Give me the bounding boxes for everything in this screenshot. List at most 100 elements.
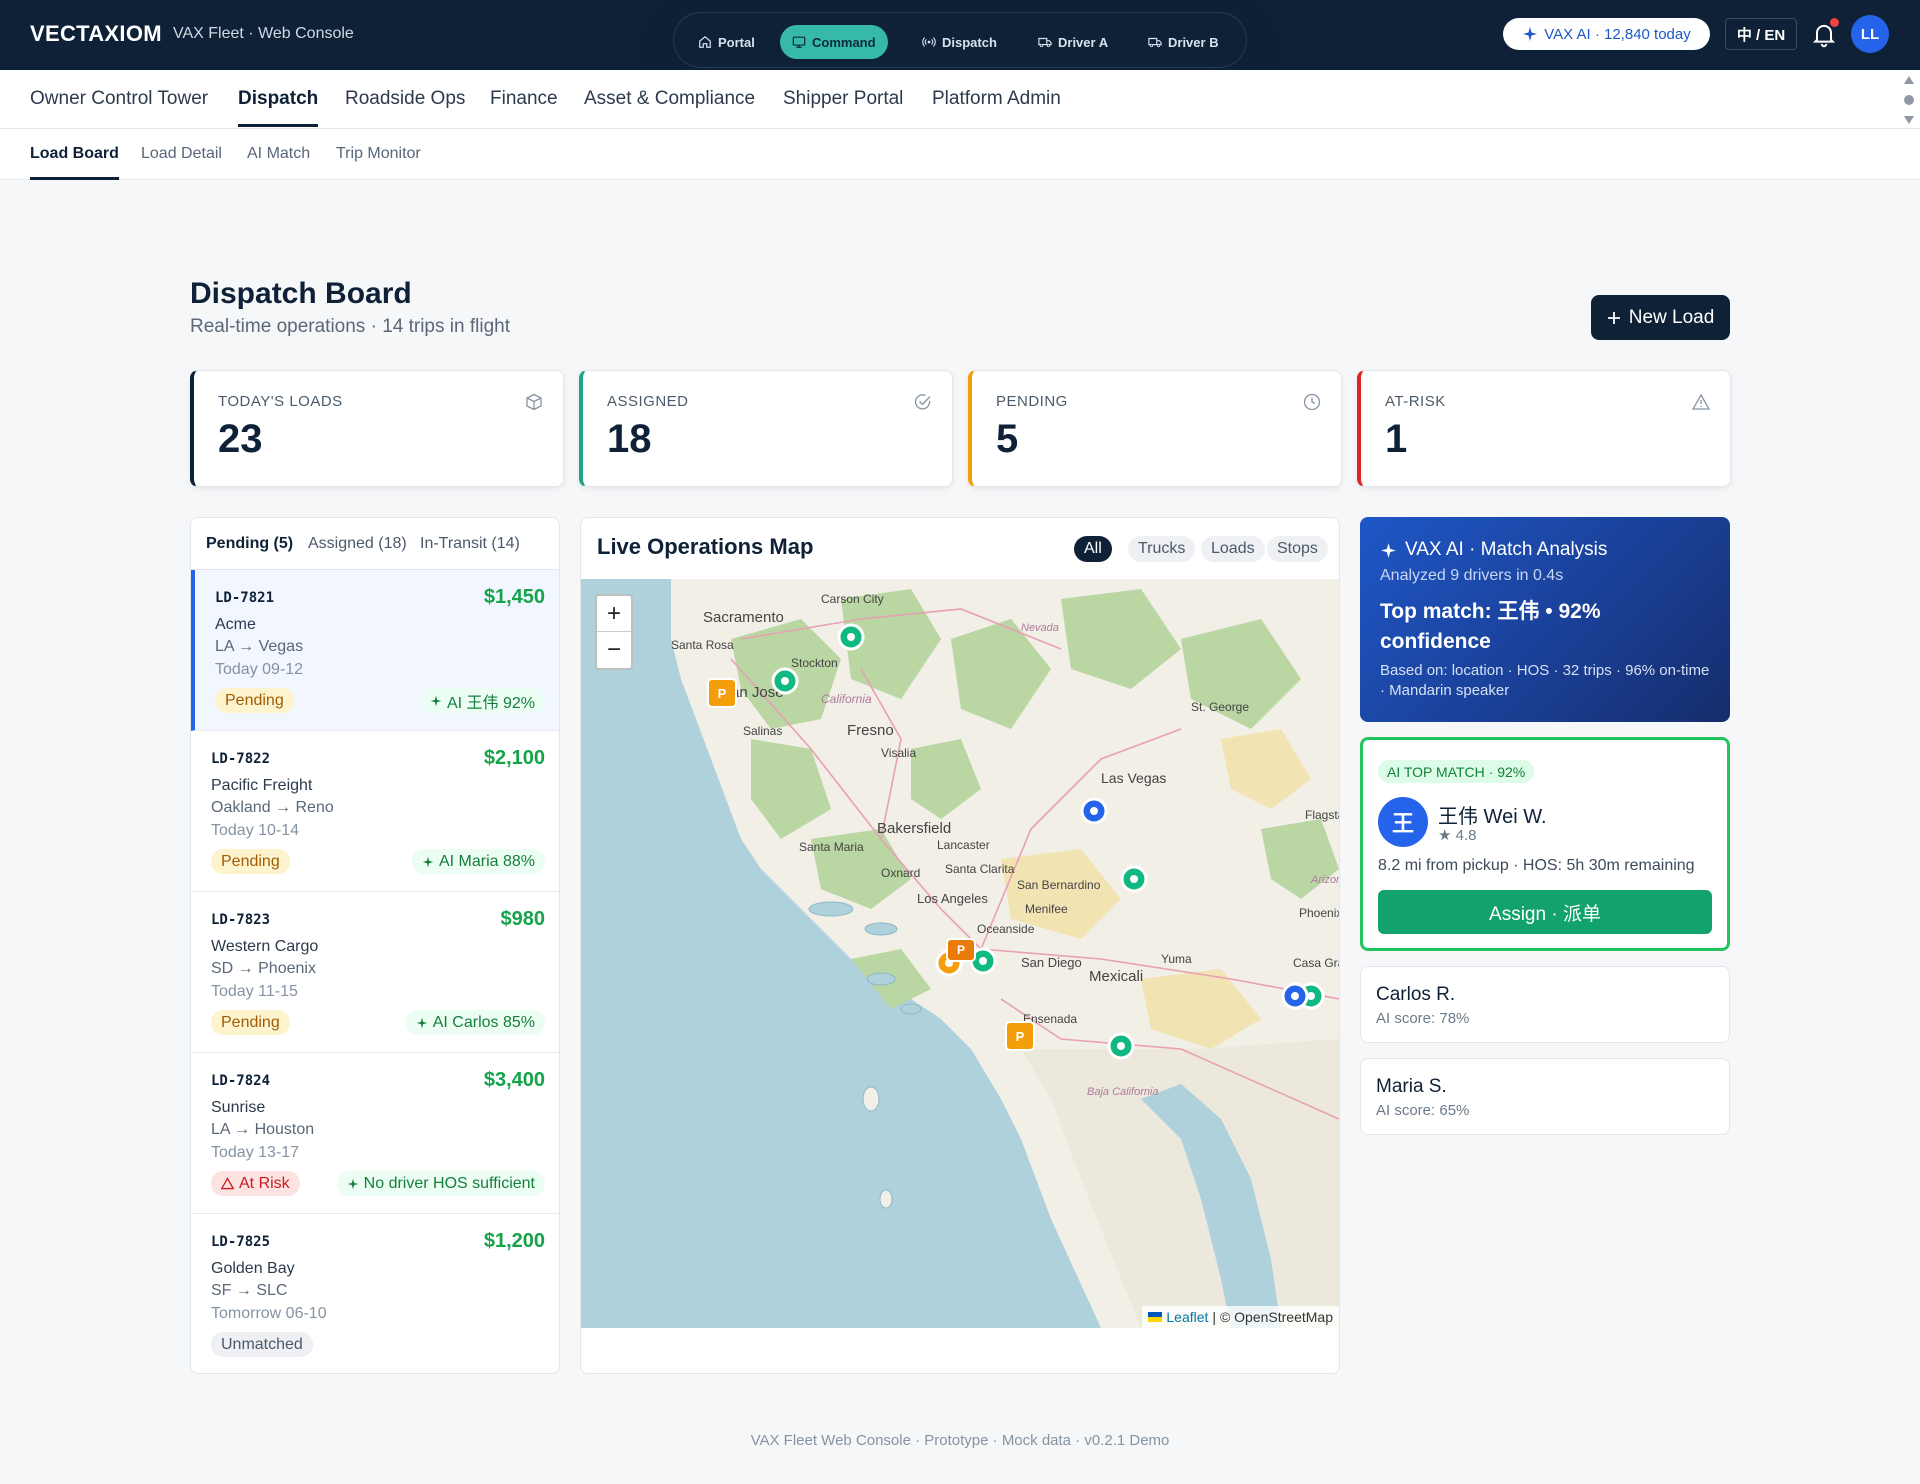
load-tabs: Pending (5) Assigned (18) In-Transit (14… <box>191 518 559 570</box>
subnav-load-detail[interactable]: Load Detail <box>141 145 222 162</box>
new-load-button[interactable]: New Load <box>1591 295 1730 340</box>
sparkle-icon <box>430 695 442 706</box>
ai-match-tag: AI Carlos 85% <box>405 1010 545 1035</box>
assign-button[interactable]: Assign · 派单 <box>1378 890 1712 934</box>
page-subtitle: Real-time operations · 14 trips in fligh… <box>190 316 510 337</box>
mode-portal[interactable]: Portal <box>686 25 767 59</box>
load-card[interactable]: LD-7824 $3,400 Sunrise LA → Houston Toda… <box>191 1053 559 1214</box>
pickup-marker[interactable]: P <box>946 938 976 962</box>
ai-usage-pill[interactable]: VAX AI · 12,840 today <box>1503 18 1710 50</box>
warning-icon <box>1692 393 1710 410</box>
filter-stops[interactable]: Stops <box>1267 536 1328 562</box>
alternate-driver-name: Carlos R. <box>1376 984 1456 1005</box>
map-label: Flagstaff <box>1305 808 1339 822</box>
nav-roadside-ops[interactable]: Roadside Ops <box>345 88 466 109</box>
map-label: Mexicali <box>1089 968 1143 985</box>
tab-assigned[interactable]: Assigned (18) <box>308 535 407 552</box>
ai-panel-header: VAX AI · Match Analysis <box>1380 539 1607 561</box>
map-canvas[interactable]: Sacramento Carson City Santa Rosa San Jo… <box>581 579 1339 1328</box>
map-label: Sacramento <box>703 609 784 626</box>
stat-label: ASSIGNED <box>607 393 689 410</box>
load-card[interactable]: LD-7823 $980 Western Cargo SD → Phoenix … <box>191 892 559 1053</box>
pickup-marker[interactable]: P <box>1005 1021 1035 1051</box>
filter-all[interactable]: All <box>1074 536 1112 562</box>
alternate-driver-card[interactable]: Maria S. AI score: 65% <box>1360 1058 1730 1135</box>
brand-logo[interactable]: VECTAXIOM <box>30 21 162 46</box>
nav-shipper-portal[interactable]: Shipper Portal <box>783 88 904 109</box>
top-match-card: AI TOP MATCH · 92% 王 王伟 Wei W. ★ 4.8 8.2… <box>1360 737 1730 951</box>
leaflet-link[interactable]: Leaflet <box>1166 1309 1209 1325</box>
truck-marker[interactable] <box>837 623 865 651</box>
map-label: Santa Maria <box>799 840 864 854</box>
nav-platform-admin[interactable]: Platform Admin <box>932 88 1061 109</box>
page-title: Dispatch Board <box>190 277 412 310</box>
map-label: Stockton <box>791 656 838 670</box>
driver-name: 王伟 Wei W. <box>1438 806 1547 828</box>
zoom-out-button[interactable]: − <box>606 636 621 663</box>
stat-value: 1 <box>1385 417 1408 461</box>
nav-dispatch[interactable]: Dispatch <box>238 88 319 127</box>
map-label: Carson City <box>821 592 884 606</box>
truck-marker[interactable] <box>1107 1032 1135 1060</box>
mode-driver-b[interactable]: Driver B <box>1136 25 1231 59</box>
load-marker[interactable] <box>1281 982 1309 1010</box>
map-label: Nevada <box>1021 622 1059 634</box>
status-badge: Unmatched <box>211 1332 313 1357</box>
map-label: Los Angeles <box>917 891 988 906</box>
language-toggle[interactable]: 中 / EN <box>1725 18 1797 50</box>
warning-icon <box>221 1177 234 1190</box>
alternate-driver-card[interactable]: Carlos R. AI score: 78% <box>1360 966 1730 1043</box>
load-card[interactable]: LD-7825 $1,200 Golden Bay SF → SLC Tomor… <box>191 1214 559 1373</box>
nav-finance[interactable]: Finance <box>490 88 558 109</box>
subnav-trip-monitor[interactable]: Trip Monitor <box>336 145 421 162</box>
load-shipper: Pacific Freight <box>211 777 313 794</box>
load-price: $980 <box>500 908 546 930</box>
status-badge: Pending <box>215 688 294 713</box>
map-label: San Bernardino <box>1017 878 1101 892</box>
mode-command[interactable]: Command <box>780 25 888 59</box>
filter-loads[interactable]: Loads <box>1201 536 1265 562</box>
radio-icon <box>922 37 936 47</box>
nav-asset-compliance[interactable]: Asset & Compliance <box>584 88 756 109</box>
map-label: Santa Rosa <box>671 638 734 652</box>
bell-icon[interactable] <box>1810 20 1838 48</box>
user-avatar[interactable]: LL <box>1851 15 1889 53</box>
tab-pending[interactable]: Pending (5) <box>206 535 294 552</box>
stat-todays-loads: TODAY'S LOADS 23 <box>190 370 564 487</box>
mode-dispatch[interactable]: Dispatch <box>910 25 1009 59</box>
map-label: Oxnard <box>881 866 920 880</box>
nav-owner-control-tower[interactable]: Owner Control Tower <box>30 88 209 109</box>
subnav-load-board[interactable]: Load Board <box>30 145 119 180</box>
truck-marker[interactable] <box>771 667 799 695</box>
zoom-in-button[interactable]: + <box>597 596 631 632</box>
map-label: St. George <box>1191 700 1249 714</box>
tab-in-transit[interactable]: In-Transit (14) <box>420 535 520 552</box>
load-card[interactable]: LD-7822 $2,100 Pacific Freight Oakland →… <box>191 731 559 892</box>
ai-top-match-text: Top match: 王伟 • 92% confidence <box>1380 600 1601 653</box>
load-route: SF → SLC <box>211 1282 288 1299</box>
load-marker[interactable] <box>1080 797 1108 825</box>
subnav-ai-match[interactable]: AI Match <box>247 145 311 162</box>
load-shipper: Acme <box>215 616 256 633</box>
ai-panel-title: VAX AI · Match Analysis <box>1405 539 1608 560</box>
load-card[interactable]: LD-7821 $1,450 Acme LA → Vegas Today 09-… <box>191 570 559 731</box>
load-id: LD-7825 <box>211 1234 271 1250</box>
filter-trucks[interactable]: Trucks <box>1128 536 1196 562</box>
map-label: Las Vegas <box>1101 770 1166 786</box>
truck-marker[interactable] <box>1120 865 1148 893</box>
mode-driver-a[interactable]: Driver A <box>1026 25 1120 59</box>
home-icon <box>699 35 711 48</box>
nav-scroll-arrows[interactable] <box>1902 74 1916 126</box>
map-labels: Sacramento Carson City Santa Rosa San Jo… <box>671 592 1339 1098</box>
load-time: Today 13-17 <box>211 1144 300 1161</box>
ai-usage-text: VAX AI · 12,840 today <box>1544 25 1691 43</box>
ai-match-text: AI Carlos 85% <box>432 1013 535 1031</box>
svg-text:P: P <box>718 686 727 701</box>
vegetation <box>731 589 1339 1009</box>
pickup-marker[interactable]: P <box>707 678 737 708</box>
ai-match-text: No driver HOS sufficient <box>363 1174 535 1192</box>
svg-text:P: P <box>957 943 965 957</box>
load-time: Today 09-12 <box>215 661 304 678</box>
mode-driver-a-label: Driver A <box>1058 34 1109 50</box>
load-shipper: Golden Bay <box>211 1260 295 1277</box>
